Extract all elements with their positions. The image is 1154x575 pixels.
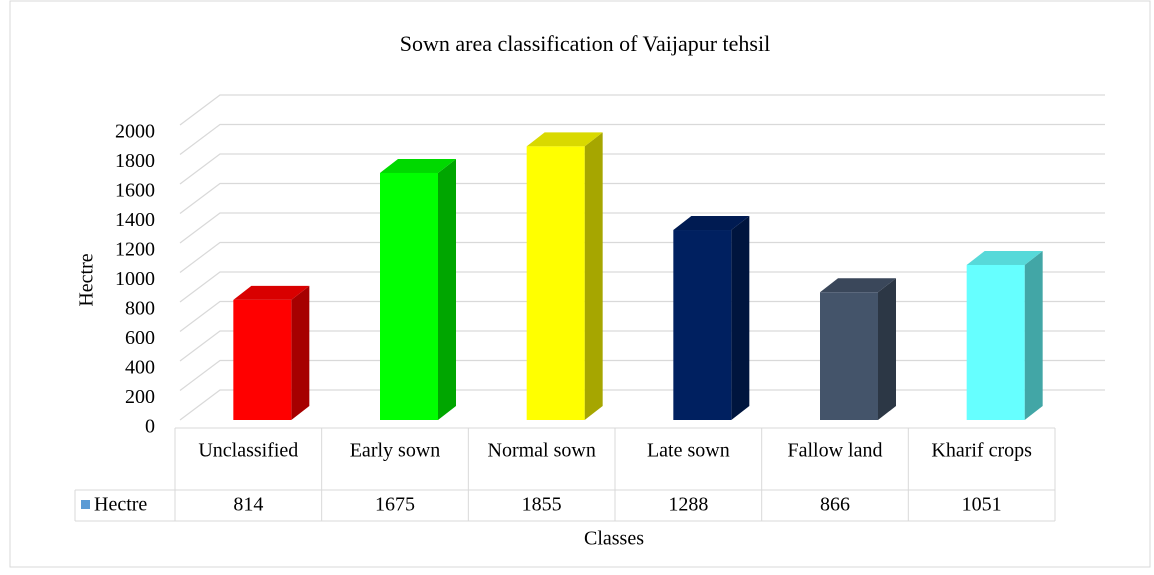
bar-top	[966, 250, 1043, 265]
bar-side	[584, 132, 603, 420]
chart-title: Sown area classification of Vaijapur teh…	[400, 31, 770, 56]
grid-line	[179, 94, 1105, 126]
bar	[526, 146, 585, 420]
bar	[673, 230, 732, 420]
grid-line	[179, 300, 1105, 332]
table-value: 1288	[668, 494, 708, 516]
bar	[233, 299, 292, 420]
bar-side	[878, 278, 896, 420]
y-tick-label: 0	[145, 416, 155, 438]
y-tick-label: 2000	[115, 121, 155, 143]
chart-border	[9, 0, 1151, 568]
bar-side	[731, 216, 750, 420]
y-tick-label: 400	[125, 357, 155, 379]
bar-top	[526, 132, 603, 147]
y-tick-label: 800	[125, 298, 155, 320]
table-value: 1855	[522, 494, 562, 516]
grid-line	[179, 153, 1105, 185]
grid-line	[179, 359, 1105, 391]
y-tick-label: 1800	[115, 150, 155, 172]
bar	[820, 292, 878, 420]
x-tick-label: Early sown	[350, 440, 441, 462]
x-tick-label: Unclassified	[198, 440, 298, 462]
x-tick-label: Kharif crops	[931, 440, 1032, 462]
bar-side	[1024, 250, 1043, 420]
bar	[966, 264, 1025, 420]
table-value: 866	[820, 494, 850, 516]
legend-label: Hectre	[94, 494, 147, 516]
bar-side	[291, 285, 310, 420]
x-tick-label: Normal sown	[488, 440, 596, 462]
y-tick-label: 1400	[115, 209, 155, 231]
y-tick-label: 1600	[115, 180, 155, 202]
bar-top	[233, 285, 310, 300]
grid-line	[179, 212, 1105, 244]
y-tick-label: 600	[125, 327, 155, 349]
y-tick-label: 1000	[115, 268, 155, 290]
grid-line	[179, 271, 1105, 303]
legend-key	[81, 500, 90, 509]
grid-line	[179, 241, 1105, 273]
grid-line	[179, 123, 1105, 155]
x-axis-label: Classes	[584, 528, 644, 550]
bar-side	[438, 158, 456, 420]
bar-top	[820, 278, 896, 293]
bar-top	[380, 158, 456, 173]
x-tick-label: Late sown	[647, 440, 730, 462]
table-value: 1675	[375, 494, 415, 516]
x-tick-label: Fallow land	[788, 440, 883, 462]
y-axis-label: Hectre	[76, 253, 98, 306]
y-tick-label: 200	[125, 386, 155, 408]
table-value: 814	[233, 494, 263, 516]
table-value: 1051	[962, 494, 1002, 516]
grid-line	[179, 330, 1105, 362]
y-tick-label: 1200	[115, 239, 155, 261]
grid-line	[179, 182, 1105, 214]
bar-top	[673, 216, 750, 231]
bar	[380, 172, 438, 420]
grid-line	[179, 389, 1105, 421]
